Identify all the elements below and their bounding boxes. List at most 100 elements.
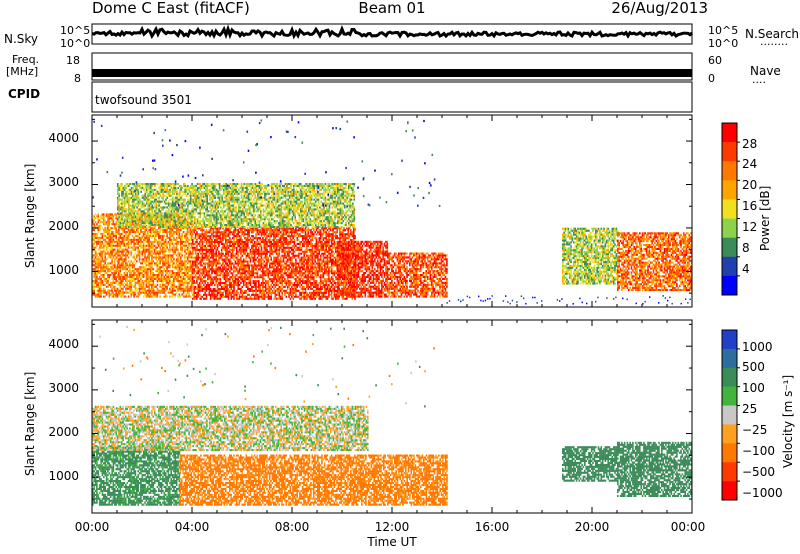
power-cell [291, 276, 293, 279]
power-cell [100, 287, 102, 290]
power-cell [332, 274, 334, 277]
power-cell [152, 277, 155, 280]
power-cell [244, 231, 246, 234]
power-cell [302, 268, 304, 271]
power-cell [328, 289, 330, 292]
power-cell [119, 250, 122, 253]
power-cell [129, 231, 131, 234]
power-cell [107, 289, 109, 292]
power-cell [281, 250, 283, 253]
power-cell [258, 258, 260, 261]
power-cell [130, 264, 133, 267]
power-cell [126, 250, 128, 253]
power-cell [220, 291, 223, 294]
power-cell [115, 221, 117, 224]
power-cell [104, 262, 106, 265]
power-cell [156, 289, 159, 292]
power-cell [191, 268, 193, 271]
power-cell [271, 285, 274, 288]
power-cell [304, 241, 307, 244]
power-cell [134, 291, 137, 294]
power-cell [112, 277, 115, 280]
power-cell [282, 242, 285, 245]
power-cell [299, 274, 301, 277]
power-cell [185, 232, 188, 235]
power-cell [205, 237, 208, 240]
power-cell [167, 283, 170, 286]
power-cell [163, 217, 166, 220]
power-cell [273, 266, 275, 269]
power-cell [311, 246, 314, 249]
power-cell [321, 242, 323, 245]
power-cell [267, 239, 270, 242]
power-cell [240, 278, 242, 281]
power-cell [186, 289, 189, 292]
power-cell [196, 256, 198, 259]
power-cell [264, 264, 267, 267]
power-cell [326, 233, 329, 236]
power-cell [156, 287, 159, 290]
power-cell [256, 248, 259, 251]
power-cell [115, 256, 117, 259]
power-cell [174, 264, 177, 267]
power-cell [204, 274, 206, 277]
power-cell [145, 229, 148, 232]
power-cell [289, 256, 292, 259]
power-cell [330, 293, 333, 296]
power-cell [247, 264, 249, 267]
power-cell [269, 266, 271, 269]
power-cell [191, 236, 193, 239]
power-cell [255, 237, 257, 240]
power-cell [266, 256, 268, 259]
power-cell [186, 272, 189, 275]
power-cell [194, 256, 197, 259]
power-cell [158, 264, 160, 267]
power-cell [258, 242, 260, 245]
power-cell [129, 279, 131, 282]
power-cell [310, 256, 312, 259]
power-cell [198, 293, 201, 296]
power-cell [137, 274, 139, 277]
power-cell [325, 262, 327, 265]
power-cell [214, 297, 216, 300]
power-cell [112, 227, 115, 230]
power-cell [328, 278, 330, 281]
power-cell [249, 289, 252, 292]
power-cell [330, 237, 333, 240]
power-cell [182, 231, 185, 234]
power-cell [324, 280, 326, 283]
power-cell [270, 258, 272, 261]
power-cell [142, 266, 145, 269]
power-cell [149, 232, 152, 235]
power-cell [260, 256, 263, 259]
power-cell [230, 252, 233, 255]
power-cell [284, 241, 286, 244]
power-cell [108, 289, 111, 292]
power-cell [310, 242, 312, 245]
power-cell [169, 221, 171, 224]
power-cell [238, 270, 241, 273]
power-cell [229, 262, 231, 265]
power-cell [251, 248, 253, 251]
power-cell [109, 266, 112, 269]
power-cell [188, 287, 190, 290]
power-cell [131, 279, 134, 282]
power-cell [245, 237, 248, 240]
power-cell [171, 274, 174, 277]
power-cell [218, 289, 220, 292]
power-cell [180, 281, 182, 284]
power-cell [247, 272, 249, 275]
power-cell [329, 254, 332, 257]
power-cell [205, 293, 208, 296]
power-cell [271, 229, 274, 232]
power-cell [194, 227, 197, 230]
power-cell [240, 242, 242, 245]
power-cell [264, 252, 267, 255]
power-cell [307, 233, 310, 236]
power-cell [322, 229, 325, 232]
power-cell [325, 250, 327, 253]
power-cell [288, 231, 290, 234]
power-cell [277, 280, 279, 283]
power-cell [160, 289, 163, 292]
power-cell [227, 284, 230, 287]
